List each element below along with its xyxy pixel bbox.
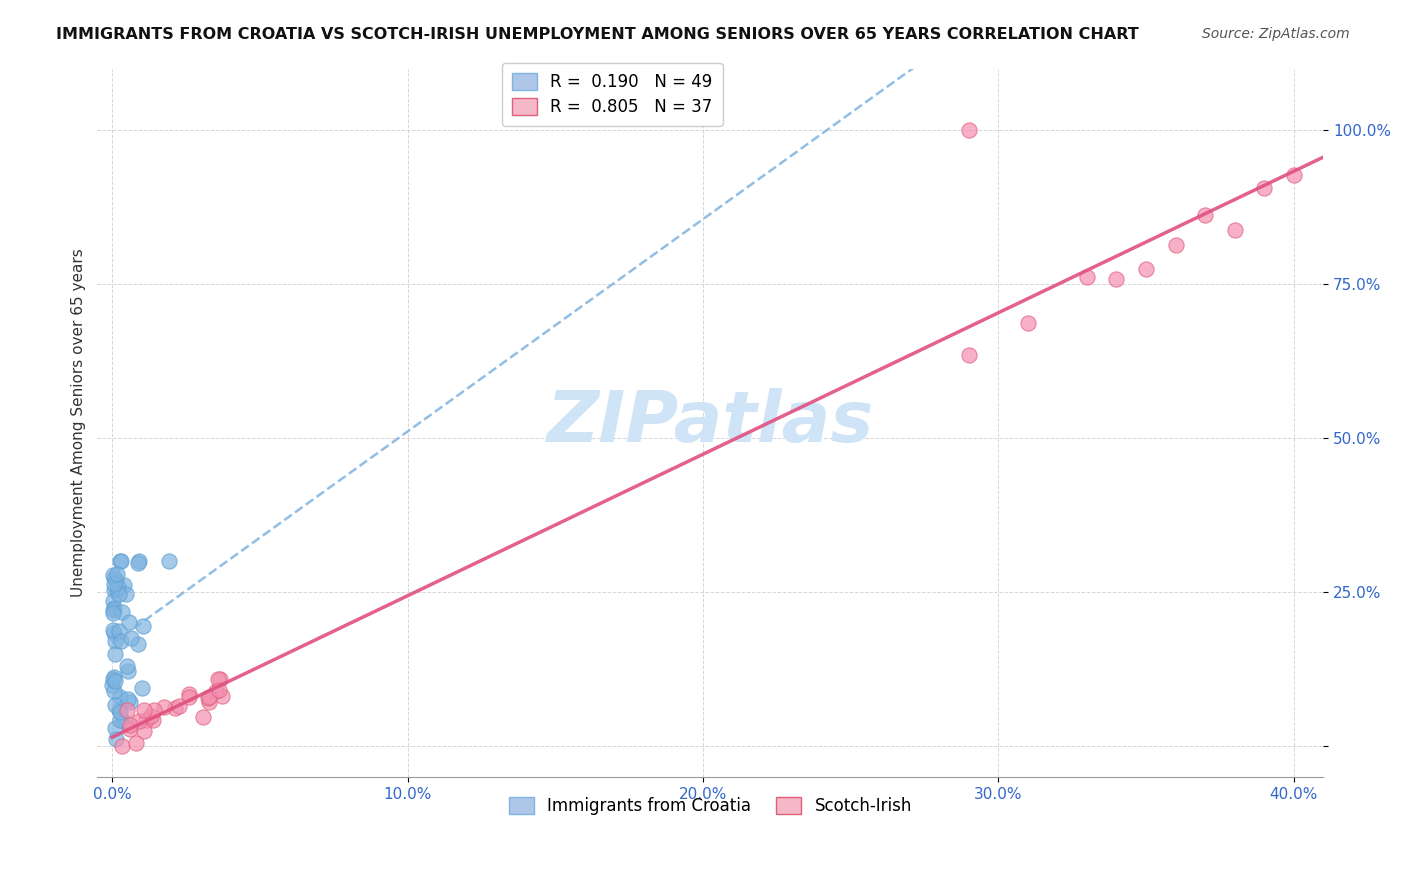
- Point: [127, 637, 149, 651]
- Point: [207, 683, 229, 698]
- Point: [111, 605, 134, 619]
- Point: [103, 626, 125, 640]
- Point: [120, 718, 142, 732]
- Point: [115, 658, 138, 673]
- Point: [105, 582, 128, 597]
- Point: [112, 577, 135, 591]
- Point: [104, 647, 127, 661]
- Point: [128, 714, 150, 729]
- Point: [1017, 316, 1039, 330]
- Point: [103, 601, 125, 615]
- Y-axis label: Unemployment Among Seniors over 65 years: Unemployment Among Seniors over 65 years: [72, 248, 86, 597]
- Point: [142, 703, 165, 717]
- Point: [197, 690, 219, 704]
- Point: [104, 673, 127, 688]
- Point: [207, 672, 229, 686]
- Point: [132, 723, 155, 738]
- Point: [118, 695, 141, 709]
- Point: [108, 624, 131, 639]
- Point: [957, 123, 980, 137]
- Point: [110, 705, 132, 719]
- Point: [165, 701, 187, 715]
- Point: [957, 348, 980, 362]
- Point: [107, 580, 129, 594]
- Text: ZIPatlas: ZIPatlas: [547, 388, 875, 458]
- Point: [191, 710, 214, 724]
- Point: [132, 618, 155, 632]
- Point: [110, 634, 132, 648]
- Point: [131, 681, 153, 695]
- Point: [101, 606, 124, 620]
- Point: [142, 713, 165, 727]
- Point: [117, 664, 139, 678]
- Point: [153, 700, 176, 714]
- Point: [110, 739, 132, 753]
- Point: [120, 722, 142, 736]
- Point: [179, 690, 201, 705]
- Point: [105, 731, 128, 746]
- Point: [139, 709, 162, 723]
- Point: [105, 567, 128, 582]
- Point: [103, 594, 125, 608]
- Point: [1135, 262, 1157, 277]
- Point: [167, 699, 190, 714]
- Point: [108, 713, 131, 727]
- Point: [104, 698, 127, 712]
- Point: [104, 633, 127, 648]
- Point: [101, 623, 124, 637]
- Point: [101, 567, 124, 582]
- Point: [1164, 238, 1187, 252]
- Point: [101, 603, 124, 617]
- Point: [120, 631, 142, 645]
- Point: [208, 672, 231, 686]
- Point: [107, 586, 129, 600]
- Point: [103, 571, 125, 585]
- Point: [110, 554, 132, 568]
- Point: [179, 687, 201, 701]
- Point: [1253, 181, 1275, 195]
- Point: [108, 554, 131, 568]
- Text: Source: ZipAtlas.com: Source: ZipAtlas.com: [1202, 27, 1350, 41]
- Legend: Immigrants from Croatia, Scotch-Irish: Immigrants from Croatia, Scotch-Irish: [499, 787, 922, 825]
- Point: [103, 670, 125, 684]
- Point: [205, 684, 228, 698]
- Point: [1223, 222, 1246, 236]
- Point: [197, 690, 219, 705]
- Point: [105, 573, 128, 587]
- Point: [197, 695, 219, 709]
- Point: [104, 721, 127, 735]
- Point: [157, 554, 180, 568]
- Point: [1194, 208, 1216, 222]
- Point: [125, 736, 148, 750]
- Point: [118, 615, 141, 630]
- Point: [101, 672, 124, 686]
- Point: [112, 714, 135, 728]
- Point: [103, 582, 125, 597]
- Text: IMMIGRANTS FROM CROATIA VS SCOTCH-IRISH UNEMPLOYMENT AMONG SENIORS OVER 65 YEARS: IMMIGRANTS FROM CROATIA VS SCOTCH-IRISH …: [56, 27, 1139, 42]
- Point: [115, 703, 138, 717]
- Point: [1105, 272, 1128, 286]
- Point: [1282, 168, 1305, 182]
- Point: [103, 684, 125, 698]
- Point: [103, 577, 125, 591]
- Point: [132, 703, 155, 717]
- Point: [128, 554, 150, 568]
- Point: [117, 691, 139, 706]
- Point: [107, 703, 129, 717]
- Point: [211, 690, 233, 704]
- Point: [101, 678, 124, 692]
- Point: [1076, 270, 1098, 285]
- Point: [127, 557, 149, 571]
- Point: [135, 713, 157, 727]
- Point: [114, 587, 136, 601]
- Point: [110, 690, 132, 705]
